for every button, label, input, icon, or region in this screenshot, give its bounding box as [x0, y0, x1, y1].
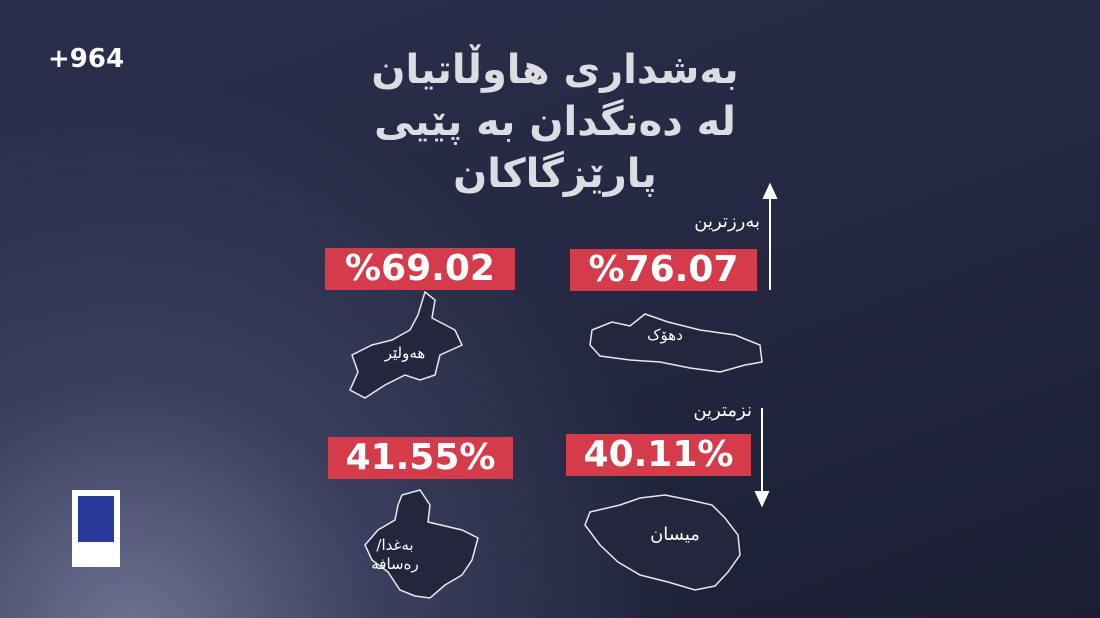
value-box: 40.11% — [566, 434, 751, 476]
logo: +964 — [48, 44, 125, 74]
title-line: پارێزگاکان — [453, 151, 657, 197]
province-name: دهۆک — [647, 326, 683, 344]
map-baghdad — [364, 489, 479, 599]
value-box: %76.07 — [570, 249, 757, 291]
value-box: %69.02 — [325, 248, 515, 290]
province-name: هەولێر — [384, 344, 426, 362]
title-line: بەشداری هاوڵاتیان — [371, 47, 739, 93]
arrow-head — [754, 491, 770, 508]
arrow-head — [762, 182, 778, 199]
province-name: بەغدا/ — [376, 536, 414, 554]
map-duhok — [589, 313, 763, 373]
value-box: 41.55% — [328, 437, 513, 479]
lowest-label: نزمترین — [693, 400, 752, 421]
commission-logo — [78, 496, 114, 542]
highest-label: بەرزترین — [694, 211, 760, 232]
map-erbil — [349, 290, 463, 399]
province-name: رەسافە — [371, 555, 419, 573]
province-name: میسان — [650, 524, 700, 545]
map-maysan — [584, 494, 741, 591]
title-line: لە دەنگدان بە پێیی — [374, 99, 736, 145]
